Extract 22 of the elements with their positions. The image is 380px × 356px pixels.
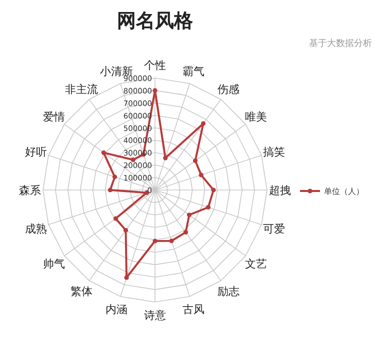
spoke-label: 内涵 [105,302,128,316]
spoke-label: 古风 [182,302,205,316]
spoke-label: 可爱 [262,222,285,236]
spoke-label: 文艺 [245,257,268,270]
chart-title: 网名风格 [117,10,194,32]
spoke-label: 励志 [217,285,240,298]
spoke-label: 霸气 [182,65,205,78]
spoke-label: 好听 [25,145,48,158]
spoke-label: 森系 [19,184,41,197]
spoke-label: 个性 [144,59,166,72]
chart-subtitle: 基于大数据分析 [309,38,372,49]
spoke-label: 伤感 [217,82,240,96]
spoke-label: 超拽 [269,184,291,197]
spoke-label: 非主流 [65,82,98,96]
spoke-label: 帅气 [42,257,65,270]
spoke-label: 爱情 [42,110,65,124]
spoke-label: 搞笑 [262,145,285,158]
spoke-label: 成熟 [25,222,48,236]
legend-label: 单位（人） [324,187,364,196]
spoke-label: 繁体 [70,285,93,298]
spoke-label: 诗意 [144,309,166,322]
spoke-label: 唯美 [245,110,268,124]
